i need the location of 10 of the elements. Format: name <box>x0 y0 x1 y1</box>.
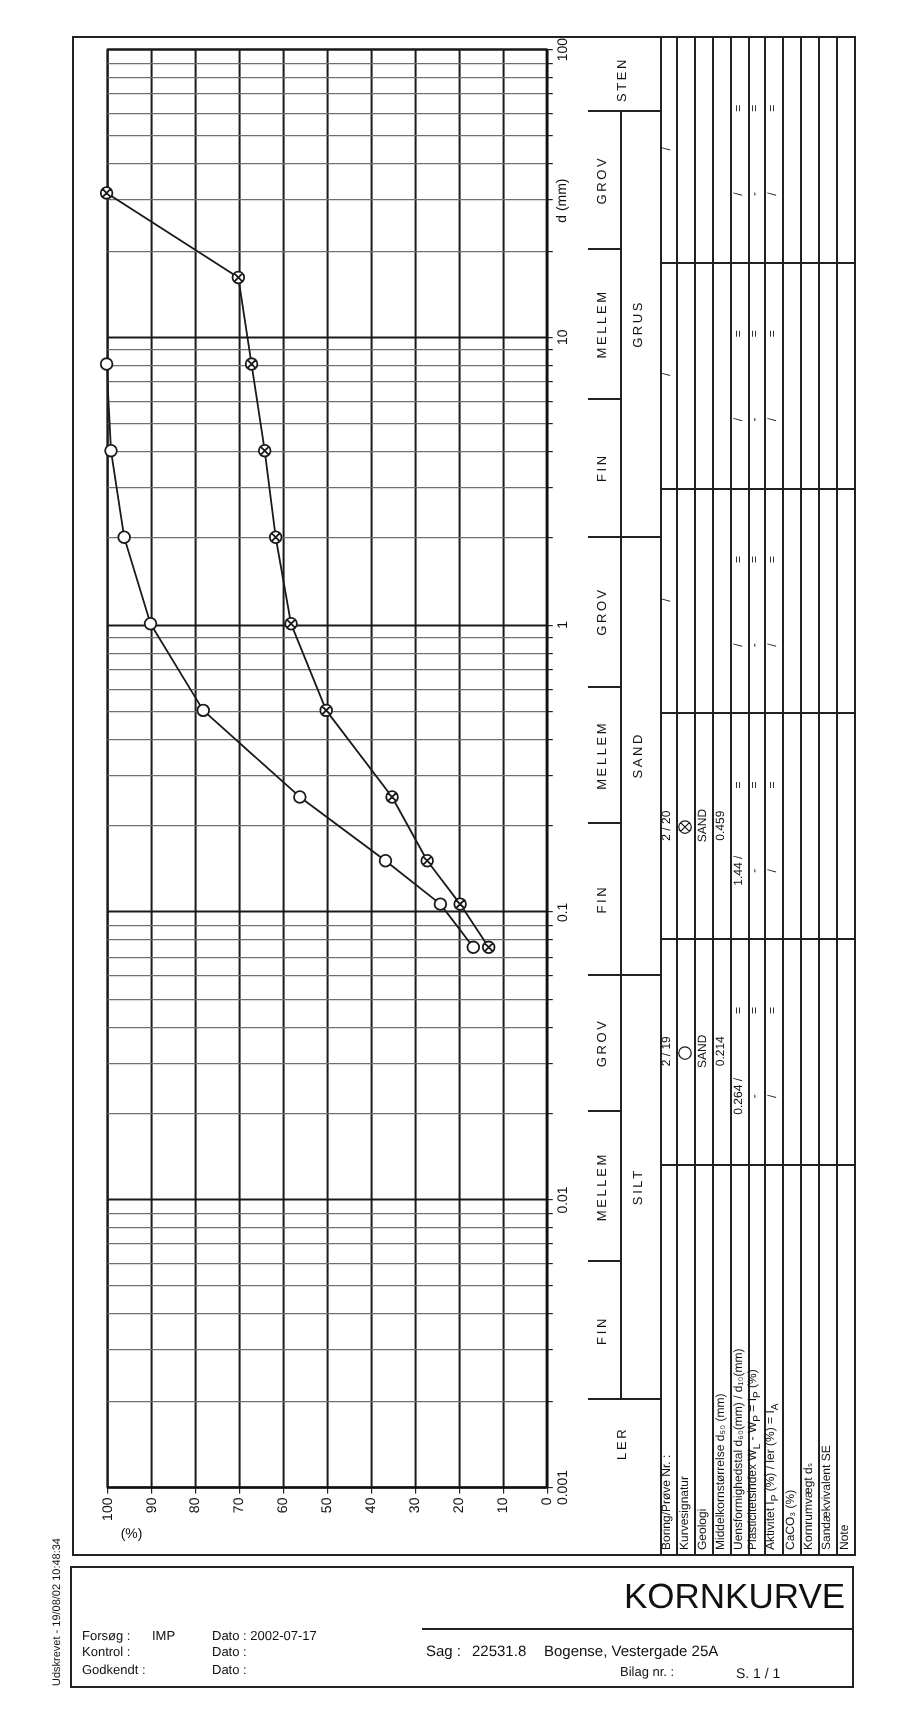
text: KORNKURVE <box>624 1576 846 1616</box>
point <box>378 854 393 868</box>
point <box>117 530 131 544</box>
point <box>196 703 210 718</box>
point <box>99 357 114 371</box>
point <box>433 897 448 911</box>
point <box>466 940 481 955</box>
point <box>293 790 307 804</box>
point <box>143 617 158 631</box>
point <box>104 443 118 458</box>
